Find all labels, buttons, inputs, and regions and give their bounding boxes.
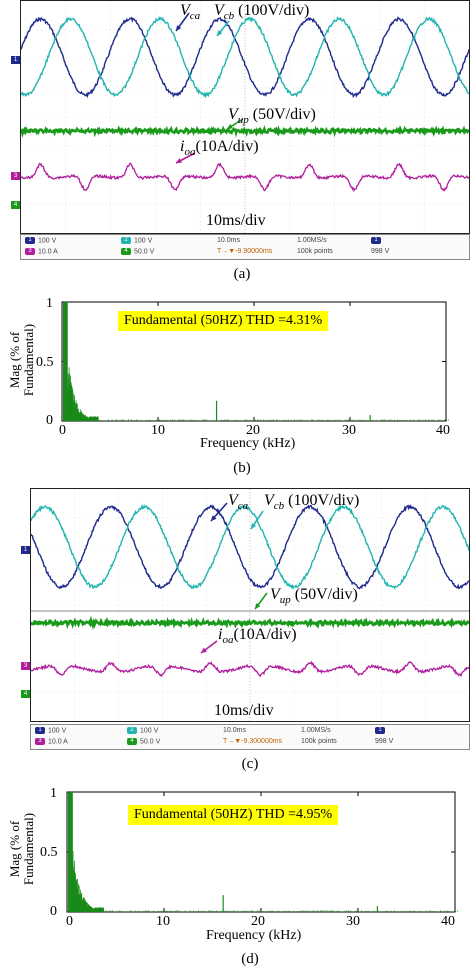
ch3-marker-a: 3 [11, 172, 20, 180]
ioa-trace [31, 660, 469, 678]
caption-a: (a) [233, 266, 251, 282]
oscilloscope-a [20, 0, 470, 234]
ylabel-d: Mag (% of Fundamental) [7, 812, 36, 886]
xtick-d-10: 10 [156, 914, 170, 929]
ytick-b-1: 1 [46, 296, 53, 311]
annotation-arrowhead [251, 523, 257, 529]
annotation-arrowhead [176, 158, 182, 163]
ch4-marker-a: 4 [11, 201, 20, 209]
vup-label-a: Vup (50V/div) [228, 106, 316, 127]
thd-box-b: Fundamental (50HZ) THD =4.31% [118, 311, 329, 331]
ytick-b-05: 0.5 [36, 355, 54, 370]
vup-label-c: Vup (50V/div) [270, 586, 358, 607]
caption-d: (d) [241, 951, 259, 967]
spectrum-b-plot [61, 301, 449, 422]
timebase-label-c: 10ms/div [214, 702, 274, 719]
spectrum-bar [67, 792, 73, 912]
timebase-label-a: 10ms/div [206, 212, 266, 229]
vca-trace [21, 16, 469, 99]
ytick-d-0: 0 [50, 904, 57, 919]
xtick-d-0: 0 [66, 914, 73, 929]
annotation-arrowhead [201, 647, 207, 653]
ytick-d-1: 1 [50, 786, 57, 801]
xtick-b-40: 40 [436, 423, 450, 438]
annotation-arrowhead [255, 603, 261, 609]
ioa-label-a: ioa(10A/div) [180, 138, 259, 159]
annotation-arrowhead [211, 515, 217, 521]
vcb-label-c: Vcb (100V/div) [264, 492, 360, 513]
vup-trace [21, 124, 469, 139]
annotation-arrowhead [227, 123, 233, 129]
ch4-marker-c: 4 [21, 690, 30, 698]
caption-b: (b) [233, 460, 251, 476]
spectrum-bar [62, 302, 68, 421]
thd-box-d: Fundamental (50HZ) THD =4.95% [128, 805, 339, 825]
ch1-marker-a: 1 [11, 56, 20, 64]
xtick-d-40: 40 [441, 914, 455, 929]
ch3-marker-c: 3 [21, 662, 30, 670]
caption-c: (c) [241, 756, 259, 772]
vca-label-c: Vca [228, 492, 249, 513]
annotation-arrowhead [217, 30, 223, 36]
ioa-trace [21, 162, 469, 193]
xtick-b-30: 30 [342, 423, 356, 438]
spectrum-d-plot [66, 791, 458, 913]
scope-a-plot [21, 1, 469, 233]
ytick-b-0: 0 [46, 413, 53, 428]
xlabel-b: Frequency (kHz) [200, 436, 296, 451]
vca-trace [31, 504, 469, 590]
ch1-marker-c: 1 [21, 546, 30, 554]
xtick-b-0: 0 [59, 423, 66, 438]
vcb-trace [31, 503, 469, 590]
xtick-d-30: 30 [346, 914, 360, 929]
ioa-label-c: ioa(10A/div) [218, 626, 297, 647]
scope-readout-c: 1 100 V 2 100 V 3 10.0 A 4 50.0 V 10.0ms T→▼… [30, 724, 470, 750]
vup-trace [31, 615, 469, 630]
oscilloscope-c [30, 488, 470, 722]
xtick-b-10: 10 [151, 423, 165, 438]
ylabel-b: Mag (% of Fundamental) [7, 323, 36, 397]
vca-label-a: Vca [180, 2, 201, 23]
scope-readout-a: 1 100 V 2 100 V 3 10.0 A 4 50.0 V 10.0ms T→▼… [20, 234, 470, 260]
vcb-label-a: Vcb (100V/div) [214, 2, 310, 23]
xtick-b-20: 20 [246, 423, 260, 438]
xlabel-d: Frequency (kHz) [206, 928, 302, 943]
ytick-d-05: 0.5 [40, 845, 58, 860]
xtick-d-20: 20 [251, 914, 265, 929]
annotation-arrowhead [176, 25, 182, 31]
scope-c-plot [31, 489, 469, 721]
vcb-trace [21, 15, 469, 99]
